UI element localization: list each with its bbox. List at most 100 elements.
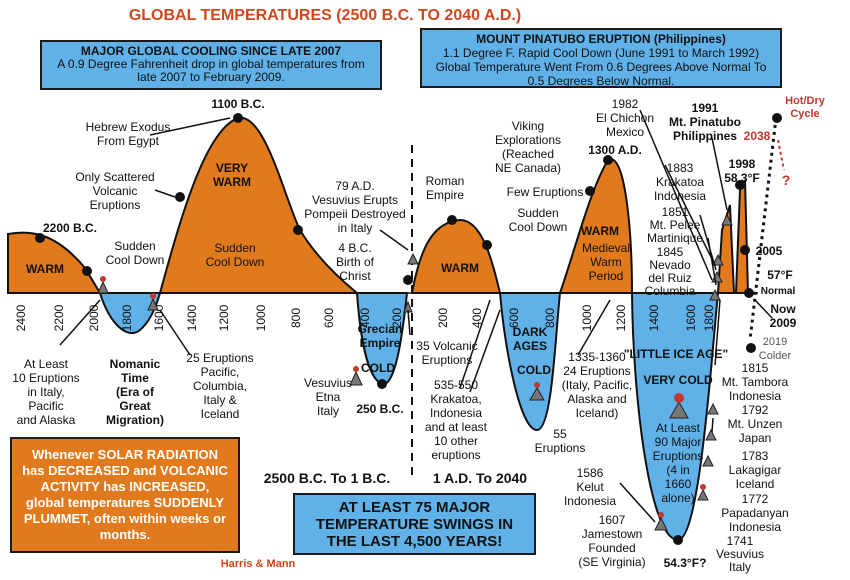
volcano-icon: [654, 512, 668, 531]
label-jamestown-d: (SE Virginia): [578, 555, 645, 569]
solar-box-text: Whenever SOLAR RADIATION has DECREASED a…: [22, 447, 228, 542]
label-55-a: 55: [553, 427, 567, 441]
warm-area-1100bc: [158, 116, 360, 294]
label-scattered-b: Volcanic: [93, 184, 138, 198]
label-tambora-c: Indonesia: [729, 389, 781, 403]
label-1851-a: 1851: [662, 205, 689, 219]
label-tambora-b: Mt. Tambora: [722, 375, 789, 389]
dot-2200bc: [35, 233, 45, 243]
label-1335-e: Iceland): [576, 406, 619, 420]
bc-tick-1600: 1600: [152, 304, 166, 331]
bc-tick-2200: 2200: [52, 304, 66, 331]
label-laki-c: Iceland: [736, 477, 775, 491]
dot-1998: [735, 180, 745, 190]
label-1335-b: 24 Eruptions: [563, 364, 630, 378]
dot-sudden1: [82, 266, 92, 276]
label-535-c: Indonesia: [430, 406, 482, 420]
label-1335-a: 1335-1360: [568, 350, 626, 364]
label-1100bc: 1100 B.C.: [211, 97, 264, 111]
label-vesuvius-etna-a: Vesuvius: [304, 376, 352, 390]
volcano-icon: [349, 366, 363, 386]
label-25-b: Pacific,: [201, 365, 240, 379]
dot-roman: [447, 215, 457, 225]
volcano-icon: [147, 293, 159, 311]
label-1300ad: 1300 A.D.: [588, 143, 642, 157]
label-1845-b: Nevado: [649, 258, 691, 272]
solar-box: Whenever SOLAR RADIATION has DECREASED a…: [10, 437, 240, 553]
label-2019-b: Colder: [759, 350, 792, 362]
label-papa-b: Papadanyan: [721, 506, 788, 520]
label-35-a: 35 Volcanic: [416, 339, 477, 353]
volcano-icon: [712, 253, 724, 266]
dot-now: [744, 288, 754, 298]
label-ninety-f: alone): [661, 491, 694, 505]
label-1982-c: Mexico: [606, 125, 644, 139]
ad-tick-1600: 1600: [684, 304, 698, 331]
label-verywarm-a: VERY: [216, 161, 248, 175]
volcano-icon: [721, 213, 733, 226]
dot-2038: [772, 113, 782, 123]
label-lia: "LITTLE ICE AGE": [624, 347, 728, 361]
label-25-a: 25 Eruptions: [186, 351, 253, 365]
label-79ad-d: in Italy: [338, 221, 373, 235]
label-medieval-b: Warm: [590, 255, 622, 269]
era-label-ad: 1 A.D. To 2040: [433, 470, 527, 486]
label-scattered-a: Only Scattered: [75, 170, 154, 184]
label-vesuvius1741-c: Italy: [729, 560, 751, 574]
label-1845-a: 1845: [657, 245, 684, 259]
label-grecian-a: Grecian: [358, 322, 403, 336]
label-55-b: Eruptions: [535, 441, 586, 455]
bc-tick-2000: 2000: [87, 304, 101, 331]
dot-2019: [746, 343, 756, 353]
bc-tick-1000: 1000: [254, 304, 268, 331]
dot-hebrew: [233, 113, 243, 123]
warm-area-1998: [734, 179, 750, 294]
label-1991-a: 1991: [692, 101, 719, 115]
label-535-e: 10 other: [434, 434, 478, 448]
volcano-icon: [709, 288, 721, 301]
label-laki-b: Lakagigar: [729, 463, 782, 477]
label-warm-left: WARM: [26, 262, 64, 276]
label-viking-c: (Reached: [502, 147, 554, 161]
chart-title: GLOBAL TEMPERATURES (2500 B.C. TO 2040 A…: [129, 7, 521, 24]
label-ten-d: Pacific: [28, 399, 63, 413]
label-medieval-a: Medieval: [582, 241, 630, 255]
swings-box: AT LEAST 75 MAJOR TEMPERATURE SWINGS IN …: [293, 493, 536, 555]
dot-250bc: [377, 379, 387, 389]
label-papa-c: Indonesia: [729, 520, 781, 534]
label-dark-a: DARK: [513, 325, 548, 339]
bc-tick-400: 400: [358, 308, 372, 328]
projection-line: [748, 117, 778, 341]
label-nomanic-d: Great: [119, 399, 150, 413]
label-ninety-c: Eruptions: [653, 449, 704, 463]
label-57f: 57°F: [767, 268, 792, 282]
label-sudden3-b: Cool Down: [509, 220, 568, 234]
volcano-icon: [407, 252, 419, 265]
label-vesuvius-etna-b: Etna: [316, 390, 341, 404]
label-kelut-c: Indonesia: [564, 494, 616, 508]
bc-tick-800: 800: [289, 308, 303, 328]
label-sudden1-a: Sudden: [114, 239, 155, 253]
credit: Harris & Mann: [221, 558, 296, 570]
label-4bc-b: Birth of: [336, 255, 375, 269]
label-ninety-d: (4 in: [666, 463, 689, 477]
dot-543f: [673, 535, 683, 545]
cold-area-nomanic: [98, 292, 162, 335]
cooling-box: MAJOR GLOBAL COOLING SINCE LATE 2007 A 0…: [40, 40, 382, 90]
ad-tick-200: 200: [436, 308, 450, 328]
label-nomanic-a: Nomanic: [110, 357, 161, 371]
label-hotdry-a: Hot/Dry: [785, 95, 826, 107]
label-25-d: Italy &: [203, 393, 236, 407]
label-79ad-a: 79 A.D.: [335, 179, 374, 193]
cooling-box-head: MAJOR GLOBAL COOLING SINCE LATE 2007: [80, 44, 342, 58]
label-1982-b: El Chichon: [596, 111, 654, 125]
bc-tick-1200: 1200: [217, 304, 231, 331]
label-nomanic-e: Migration): [106, 413, 164, 427]
label-ten-a: At Least: [24, 357, 69, 371]
volcano-icon: [702, 454, 714, 467]
label-35-b: Eruptions: [422, 353, 473, 367]
label-ten-b: 10 Eruptions: [12, 371, 79, 385]
label-2019-a: 2019: [763, 336, 787, 348]
dot-sudden2: [293, 225, 303, 235]
label-roman-a: Roman: [426, 174, 465, 188]
